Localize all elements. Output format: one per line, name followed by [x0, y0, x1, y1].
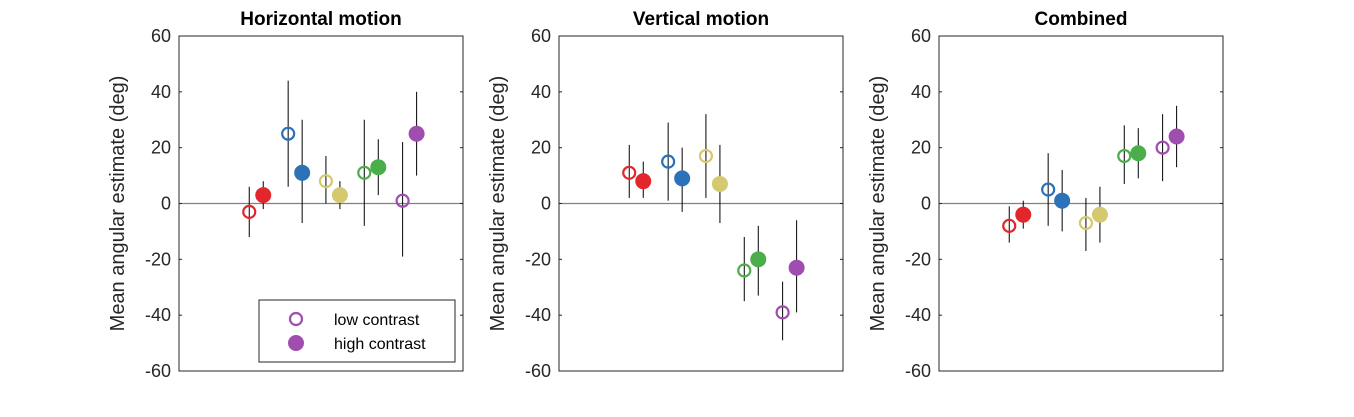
point-purple-high-contrast — [408, 125, 425, 142]
point-green-low-contrast — [737, 263, 752, 278]
axes-box — [558, 35, 844, 372]
point-green-high-contrast — [1130, 145, 1147, 162]
point-blue-low-contrast — [281, 126, 296, 141]
point-green-high-contrast — [750, 251, 767, 268]
y-tick-label: 20 — [151, 138, 171, 158]
chart-title: Horizontal motion — [240, 9, 401, 30]
y-tick-label: 0 — [921, 194, 931, 214]
point-yellow-high-contrast — [711, 175, 728, 192]
point-green-low-contrast — [357, 165, 372, 180]
chart-panel-2: -60 -40 -20 0 20 40 60 Vertical motion Mean angu… — [487, 9, 844, 381]
point-blue-high-contrast — [1054, 192, 1071, 209]
legend-marker-low-contrast — [288, 311, 304, 327]
y-tick-label: 60 — [151, 26, 171, 46]
point-green-low-contrast — [1117, 148, 1132, 164]
point-blue-low-contrast — [661, 154, 676, 169]
point-yellow-high-contrast — [1091, 206, 1108, 223]
point-yellow-high-contrast — [331, 187, 348, 204]
legend: low contrast high contrast — [258, 299, 456, 363]
y-tick-label: -40 — [905, 305, 931, 325]
axes-box — [178, 35, 464, 372]
point-yellow-low-contrast — [318, 174, 334, 189]
point-purple-low-contrast — [775, 305, 790, 320]
point-red-low-contrast — [622, 165, 637, 180]
y-tick-label: 0 — [161, 194, 171, 214]
y-tick-label: -60 — [145, 361, 171, 381]
y-axis-label: Mean angular estimate (deg) — [487, 76, 509, 332]
point-purple-high-contrast — [1168, 128, 1185, 145]
point-blue-high-contrast — [294, 164, 311, 181]
point-red-high-contrast — [1015, 206, 1032, 223]
point-blue-low-contrast — [1041, 182, 1056, 197]
point-purple-low-contrast — [395, 193, 410, 208]
y-tick-label: -60 — [525, 361, 551, 381]
legend-marker-high-contrast — [288, 335, 304, 351]
point-red-low-contrast — [242, 204, 257, 219]
y-tick-label: -20 — [145, 249, 171, 269]
point-green-high-contrast — [370, 159, 387, 176]
y-tick-label: 20 — [531, 138, 551, 158]
y-axis-label: Mean angular estimate (deg) — [107, 76, 129, 332]
point-red-high-contrast — [635, 173, 652, 190]
y-tick-label: -60 — [905, 361, 931, 381]
point-red-low-contrast — [1002, 218, 1017, 233]
y-tick-label: 40 — [911, 82, 931, 102]
chart-title: Combined — [1035, 9, 1128, 30]
y-tick-label: 60 — [911, 26, 931, 46]
point-purple-low-contrast — [1155, 140, 1170, 155]
chart-title: Vertical motion — [633, 9, 769, 30]
y-tick-label: -40 — [525, 305, 551, 325]
y-axis-label: Mean angular estimate (deg) — [867, 76, 889, 332]
y-tick-label: 40 — [151, 82, 171, 102]
point-purple-high-contrast — [788, 259, 805, 276]
point-blue-high-contrast — [674, 170, 691, 187]
point-yellow-low-contrast — [1078, 215, 1094, 231]
chart-panel-1: -60 -40 -20 0 20 40 60 Horizontal motion Mean an… — [107, 9, 464, 381]
y-tick-label: -20 — [905, 249, 931, 269]
chart-panel-3: -60 -40 -20 0 20 40 60 Combined Mean angular est… — [867, 9, 1224, 381]
y-tick-label: -40 — [145, 305, 171, 325]
y-tick-label: -20 — [525, 249, 551, 269]
legend-label: low contrast — [334, 312, 420, 329]
y-tick-label: 20 — [911, 138, 931, 158]
legend-label: high contrast — [334, 336, 426, 353]
y-tick-label: 60 — [531, 26, 551, 46]
y-tick-label: 40 — [531, 82, 551, 102]
point-yellow-low-contrast — [698, 148, 714, 164]
y-tick-label: 0 — [541, 194, 551, 214]
point-red-high-contrast — [255, 187, 272, 204]
axes-box — [938, 35, 1224, 372]
legend-box — [258, 299, 456, 363]
